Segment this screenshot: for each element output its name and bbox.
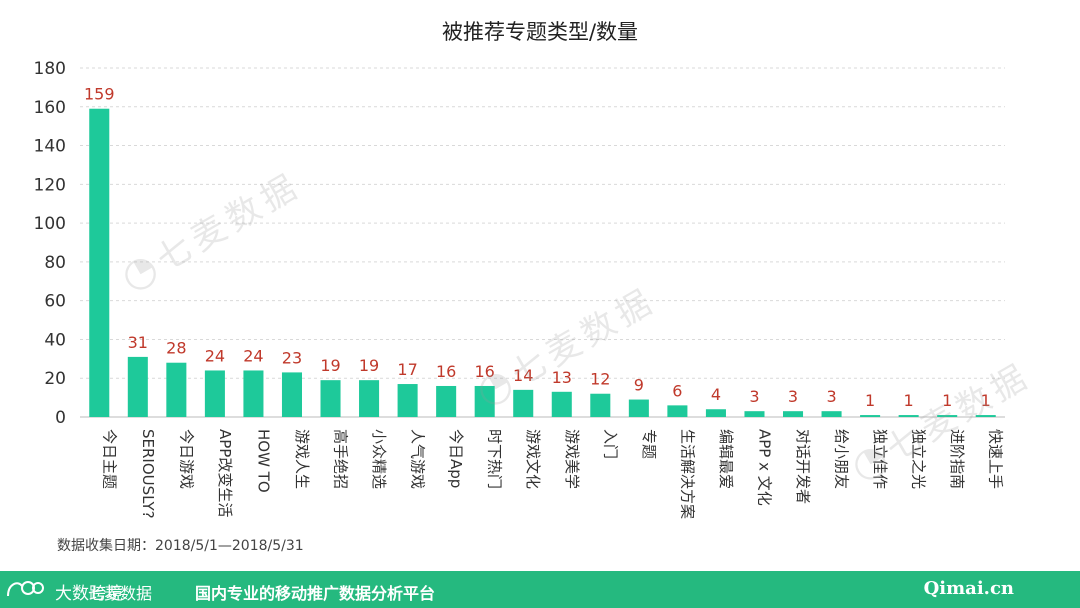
x-tick-label: 入门: [601, 429, 619, 459]
data-label: 1: [904, 391, 914, 410]
bar: [320, 380, 341, 417]
data-collection-date: 数据收集日期：2018/5/1—2018/5/31: [57, 538, 304, 554]
bar: [243, 370, 264, 417]
y-tick-label: 180: [34, 59, 66, 79]
x-tick-label: 对话开发者: [794, 429, 812, 504]
footer-overlay-text: 大数跨境: [55, 584, 123, 604]
bar: [281, 372, 302, 417]
bar: [89, 108, 110, 417]
data-label: 16: [436, 362, 456, 381]
bar: [937, 415, 958, 417]
x-tick-label: SERIOUSLY?: [139, 429, 157, 519]
x-tick-label: 进阶指南: [948, 429, 966, 489]
bar: [127, 356, 148, 417]
y-tick-label: 140: [34, 137, 66, 157]
footer-slogan: 国内专业的移动推广数据分析平台: [195, 584, 436, 603]
bar: [551, 391, 572, 417]
x-tick-label: APP改变生活: [216, 429, 234, 517]
x-tick-label: 今日主题: [100, 429, 118, 489]
data-label: 17: [397, 360, 417, 379]
bar: [397, 384, 418, 417]
bar: [513, 389, 534, 417]
x-tick-label: APP x 文化: [755, 429, 773, 506]
y-tick-label: 40: [44, 330, 66, 350]
footer-bar: 大数跨境 七麦数据 国内专业的移动推广数据分析平台 Qimai.cn: [0, 571, 1080, 608]
data-label: 3: [749, 387, 759, 406]
x-tick-label: 游戏美学: [563, 429, 581, 489]
data-label: 23: [282, 348, 302, 367]
bar: [783, 411, 804, 417]
x-tick-label: 游戏人生: [293, 429, 311, 489]
data-label: 19: [320, 356, 340, 375]
data-label: 12: [590, 370, 610, 389]
y-tick-label: 20: [44, 369, 66, 389]
data-label: 1: [865, 391, 875, 410]
bar: [821, 411, 842, 417]
bar: [359, 380, 380, 417]
data-label: 13: [552, 368, 572, 387]
footer-domain: Qimai.cn: [923, 578, 1014, 599]
bar: [860, 415, 881, 417]
x-tick-label: 独立佳作: [871, 429, 889, 489]
data-label: 28: [166, 339, 186, 358]
x-tick-label: 生活解决方案: [678, 429, 696, 519]
data-label: 6: [672, 381, 682, 400]
data-label: 9: [634, 376, 644, 395]
y-tick-label: 80: [44, 253, 66, 273]
bar: [744, 411, 765, 417]
bar: [436, 385, 457, 417]
data-label: 31: [128, 333, 148, 352]
logo-icon: [7, 581, 44, 597]
data-label: 1: [942, 391, 952, 410]
bar: [898, 415, 919, 417]
y-tick-label: 160: [34, 98, 66, 118]
x-tick-label: HOW TO: [254, 429, 272, 493]
bar: [705, 409, 726, 417]
data-label: 14: [513, 366, 533, 385]
bar: [628, 399, 649, 417]
bar: [204, 370, 225, 417]
data-label: 1: [981, 391, 991, 410]
data-label: 24: [243, 346, 263, 365]
y-tick-label: 120: [34, 175, 66, 195]
bar: [667, 405, 688, 417]
y-tick-label: 60: [44, 292, 66, 312]
grid-lines: [80, 67, 1005, 418]
bar: [590, 393, 611, 417]
x-tick-label: 高手绝招: [332, 429, 350, 489]
x-tick-label: 人气游戏: [409, 429, 427, 489]
y-tick-label: 100: [34, 214, 66, 234]
x-tick-label: 游戏文化: [524, 429, 542, 489]
x-tick-label: 快速上手: [987, 429, 1005, 489]
data-label: 159: [84, 85, 115, 104]
x-tick-label: 今日游戏: [177, 429, 195, 489]
data-label: 16: [475, 362, 495, 381]
x-tick-label: 小众精选: [370, 429, 388, 489]
data-label: 3: [826, 387, 836, 406]
data-label: 4: [711, 385, 721, 404]
bar: [474, 385, 495, 417]
data-label: 19: [359, 356, 379, 375]
bars: [89, 108, 996, 417]
x-tick-label: 独立之光: [910, 429, 928, 489]
data-label: 24: [205, 346, 225, 365]
footer-brand: 七麦数据: [88, 584, 153, 603]
y-tick-label: 0: [55, 408, 66, 428]
x-tick-label: 今日App: [447, 429, 465, 488]
x-axis-ticks: 今日主题 SERIOUSLY? 今日游戏 APP改变生活 HOW TO 游戏人生 高手绝招 小…: [100, 429, 1004, 519]
x-tick-label: 专题: [640, 429, 658, 459]
chart-title: 被推荐专题类型/数量: [441, 20, 639, 44]
bar: [166, 362, 187, 417]
data-label: 3: [788, 387, 798, 406]
y-axis-ticks: 0 20 40 60 80 100 120 140 160 180: [34, 59, 66, 428]
x-tick-label: 编辑最爱: [717, 429, 735, 489]
x-tick-label: 时下热门: [486, 429, 504, 489]
x-tick-label: 给小朋友: [833, 429, 851, 489]
bar: [975, 415, 996, 417]
